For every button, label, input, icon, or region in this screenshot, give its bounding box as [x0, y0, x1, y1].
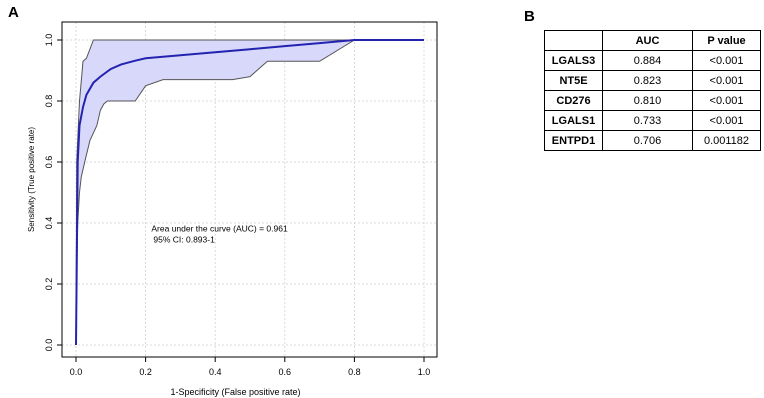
auc-cell: 0.810	[602, 90, 693, 111]
y-tick-label: 0.0	[44, 339, 54, 352]
auc-annotation-line2: 95% CI: 0.893-1	[153, 235, 215, 245]
plot-frame	[61, 21, 438, 358]
ci-upper-line	[75, 39, 424, 346]
table-row: ENTPD1 0.706 0.001182	[544, 130, 761, 151]
y-tick-label: 0.2	[44, 278, 54, 291]
table-row: LGALS3 0.884 <0.001	[544, 50, 761, 71]
table-row: CD276 0.810 <0.001	[544, 90, 761, 111]
auc-cell: 0.823	[602, 70, 693, 91]
ci-lower-line	[75, 39, 424, 346]
auc-cell: 0.733	[602, 110, 693, 131]
panel-a-label: A	[8, 4, 19, 21]
table-header-p-value: P value	[692, 30, 761, 51]
y-tick-label: 0.6	[44, 156, 54, 169]
roc-chart: 0.0 0.2 0.4 0.6 0.8 1.0 0.0 0.2 0.4 0.6 0.8 1.0 1-Sp…	[27, 21, 438, 397]
roc-curve-line	[75, 39, 424, 346]
p-value-cell: <0.001	[692, 90, 761, 111]
x-tick-label: 0.2	[139, 367, 152, 377]
table-header-row: AUC P value	[544, 30, 761, 51]
auc-cell: 0.706	[602, 130, 693, 151]
x-tick-label: 0.0	[70, 367, 83, 377]
table-row: LGALS1 0.733 <0.001	[544, 110, 761, 131]
gene-name-cell: LGALS1	[544, 110, 603, 131]
table-row: NT5E 0.823 <0.001	[544, 70, 761, 91]
table-header-auc: AUC	[602, 30, 693, 51]
panel-b-label: B	[524, 8, 535, 25]
x-tick-label: 0.4	[209, 367, 222, 377]
gene-name-cell: NT5E	[544, 70, 603, 91]
auc-annotation-line1: Area under the curve (AUC) = 0.961	[151, 224, 288, 234]
p-value-cell: <0.001	[692, 110, 761, 131]
y-axis-label: Sensitivity (True positive rate)	[27, 127, 36, 232]
table-header-gene	[544, 30, 603, 51]
x-axis-label: 1-Specificity (False positive rate)	[170, 387, 300, 397]
p-value-cell: <0.001	[692, 70, 761, 91]
x-tick-label: 0.6	[279, 367, 292, 377]
p-value-cell: <0.001	[692, 50, 761, 71]
gene-name-cell: LGALS3	[544, 50, 603, 71]
x-tick-label: 1.0	[418, 367, 431, 377]
ci-band	[76, 40, 424, 345]
gene-name-cell: ENTPD1	[544, 130, 603, 151]
gene-name-cell: CD276	[544, 90, 603, 111]
y-tick-label: 1.0	[44, 34, 54, 47]
x-tick-label: 0.8	[348, 367, 361, 377]
p-value-cell: 0.001182	[692, 130, 761, 151]
auc-cell: 0.884	[602, 50, 693, 71]
y-tick-label: 0.4	[44, 217, 54, 230]
auc-table: AUC P value LGALS3 0.884 <0.001 NT5E 0.8…	[544, 30, 761, 151]
y-tick-label: 0.8	[44, 95, 54, 108]
